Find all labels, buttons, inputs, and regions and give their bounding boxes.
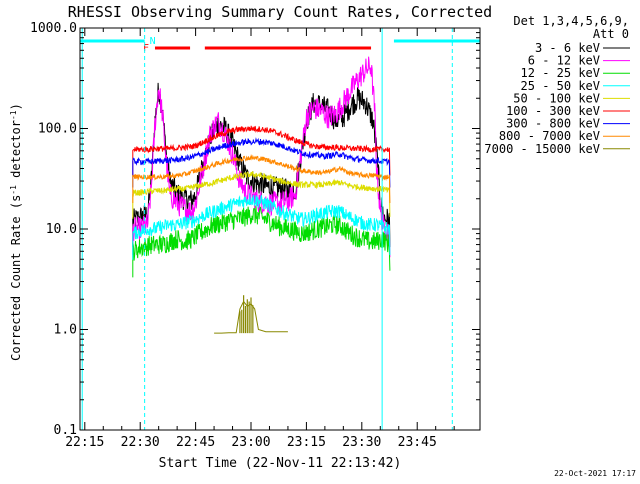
series-line-800-7000-kev [132, 154, 391, 204]
x-tick-label: 23:00 [231, 435, 270, 450]
legend-entry-label: 6 - 12 keV [528, 54, 600, 68]
y-axis-label-sup1: -1 [9, 185, 18, 195]
y-axis-label-sup2: -1 [9, 110, 18, 120]
legend-entry-label: 100 - 300 keV [506, 104, 600, 118]
y-tick-label: 1.0 [54, 323, 77, 338]
x-tick-label: 22:15 [65, 435, 104, 450]
chart-title: RHESSI Observing Summary Count Rates, Co… [68, 3, 492, 21]
series-layer [132, 56, 391, 334]
y-axis-label-end: ) [9, 103, 23, 110]
legend-entry-label: 12 - 25 keV [521, 66, 600, 80]
y-tick-label: 0.1 [54, 423, 77, 438]
legend-entry-label: 300 - 800 keV [506, 117, 600, 131]
x-tick-label: 22:45 [176, 435, 215, 450]
legend-entry-label: 50 - 100 keV [513, 91, 600, 105]
y-axis-label-main: Corrected Count Rate (s [9, 195, 23, 361]
y-axis-label-mid: detector [9, 120, 23, 185]
date-stamp: 22-Oct-2021 17:17 [554, 469, 636, 478]
series-line-12-25-kev [132, 205, 391, 278]
legend-entry-label: 7000 - 15000 keV [484, 142, 600, 156]
axes-layer: 0.1 1.0 10.0 100.0 1000.0 22:15 22:30 22:45 23:0… [30, 21, 480, 450]
y-tick-label: 100.0 [38, 122, 77, 137]
y-axis-label: Corrected Count Rate (s-1 detector-1) [9, 103, 24, 361]
x-tick-label: 23:30 [342, 435, 381, 450]
legend-entry-label: 3 - 6 keV [535, 41, 600, 55]
legend-entry-label: 800 - 7000 keV [499, 129, 600, 143]
x-tick-label: 23:15 [287, 435, 326, 450]
y-tick-label: 10.0 [46, 222, 77, 237]
legend-header-1: Det 1,3,4,5,6,9, [513, 14, 629, 28]
legend-entry-label: 25 - 50 keV [521, 79, 600, 93]
flare-flag-label: F [143, 43, 149, 54]
legend-header-2: Att 0 [593, 27, 629, 41]
series-line-300-800-kev [132, 137, 391, 188]
x-tick-label: 23:45 [398, 435, 437, 450]
x-tick-label: 22:30 [121, 435, 160, 450]
flags-layer: NF [80, 36, 480, 54]
y-tick-label: 1000.0 [30, 21, 77, 36]
series-line-25-50-kev [132, 193, 391, 260]
night-flag-label: N [150, 36, 156, 47]
x-axis-label: Start Time (22-Nov-11 22:13:42) [159, 456, 402, 471]
series-line-100-300-kev [132, 125, 391, 176]
series-line-50-100-kev [132, 170, 391, 219]
